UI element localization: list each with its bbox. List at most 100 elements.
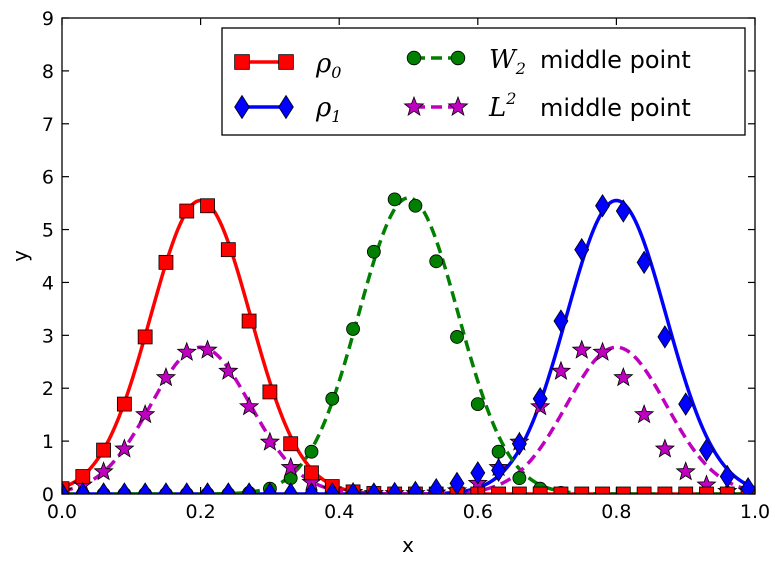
data-point-w2 <box>387 192 402 207</box>
data-point-l2 <box>613 367 634 387</box>
data-point-rho1 <box>75 482 91 494</box>
legend-marker-l2 <box>403 95 425 116</box>
data-point-rho0 <box>96 442 111 458</box>
data-point-rho0 <box>220 242 236 258</box>
data-point-l2 <box>197 339 218 359</box>
x-tick-label: 0.8 <box>601 501 631 523</box>
data-point-rho1 <box>324 482 340 494</box>
data-point-rho0 <box>491 486 506 494</box>
data-point-rho1 <box>636 250 652 275</box>
legend-marker-rho0 <box>234 54 250 70</box>
data-point-w2 <box>346 322 360 336</box>
legend-rho1-symbol: ρ <box>315 93 332 123</box>
legend-l2-symbol: L <box>488 93 506 123</box>
y-tick-label: 5 <box>42 220 54 242</box>
y-axis-label: y <box>8 250 32 262</box>
x-tick-label: 0.2 <box>185 501 215 523</box>
data-point-rho0 <box>283 436 299 452</box>
data-point-rho1 <box>574 237 590 262</box>
y-tick-label: 0 <box>42 484 54 506</box>
legend-marker-rho1 <box>234 94 250 120</box>
data-point-w2 <box>512 471 527 486</box>
y-tick-label: 7 <box>42 114 54 136</box>
data-point-l2 <box>675 461 696 481</box>
data-point-rho0 <box>678 486 694 494</box>
data-point-rho1 <box>532 387 548 411</box>
data-point-rho1 <box>345 482 361 494</box>
legend-samples <box>234 50 469 120</box>
data-point-rho0 <box>553 486 569 494</box>
data-point-rho0 <box>75 469 91 484</box>
data-point-rho0 <box>595 486 610 494</box>
x-tick-label: 1.0 <box>740 501 770 523</box>
legend-label-rho1: ρ1 <box>315 93 341 126</box>
data-point-rho0 <box>304 465 319 481</box>
legend-l2-superscript: 2 <box>505 89 516 108</box>
data-point-w2 <box>429 254 444 269</box>
data-point-rho1 <box>678 392 694 416</box>
y-tick-label: 3 <box>42 325 54 347</box>
data-point-rho0 <box>657 486 673 494</box>
y-tick-label: 2 <box>42 378 54 400</box>
data-point-rho0 <box>532 486 548 494</box>
data-point-rho1 <box>179 482 195 494</box>
x-axis-label: x <box>402 533 414 557</box>
legend-w2-subscript: 2 <box>515 59 526 78</box>
data-point-rho1 <box>96 482 112 494</box>
legend-label-w2: W2 <box>489 45 526 78</box>
data-point-rho1 <box>449 471 465 494</box>
data-point-rho1 <box>719 464 735 489</box>
data-point-w2 <box>408 198 423 213</box>
y-tick-label: 6 <box>42 167 54 189</box>
legend-marker-rho0 <box>278 54 294 70</box>
data-point-rho1 <box>657 325 673 349</box>
data-point-rho1 <box>366 482 382 494</box>
data-point-rho1 <box>595 194 611 218</box>
data-point-rho1 <box>116 482 132 494</box>
data-point-w2 <box>491 444 506 459</box>
data-point-rho0 <box>116 396 132 412</box>
legend-frame <box>221 27 746 136</box>
x-tick-label: 0.4 <box>324 501 354 523</box>
data-point-rho0 <box>200 198 215 214</box>
data-point-rho0 <box>615 486 631 494</box>
legend: ρ0 ρ1 W2 middle point L2 middle point <box>221 27 746 136</box>
data-point-l2 <box>135 404 156 424</box>
legend-w2-symbol: W <box>489 45 518 75</box>
legend-w2-text: middle point <box>540 46 691 74</box>
data-point-rho0 <box>636 486 652 494</box>
data-point-rho0 <box>511 486 527 494</box>
data-point-l2 <box>654 438 676 458</box>
legend-marker-l2 <box>447 95 469 116</box>
plot-frame <box>61 17 756 495</box>
data-point-l2 <box>571 339 592 359</box>
data-point-rho1 <box>470 461 486 485</box>
data-point-rho1 <box>491 458 507 482</box>
legend-label-rho0: ρ0 <box>315 49 341 82</box>
data-point-l2 <box>280 456 301 477</box>
data-point-l2 <box>633 404 655 424</box>
data-point-l2 <box>114 438 135 458</box>
data-point-rho0 <box>574 486 590 494</box>
data-point-w2 <box>450 330 464 344</box>
data-point-rho1 <box>553 309 569 333</box>
data-point-rho1 <box>158 482 174 494</box>
data-point-rho1 <box>62 482 70 494</box>
data-point-l2 <box>592 341 613 361</box>
data-point-rho1 <box>387 481 403 494</box>
data-point-rho1 <box>615 199 631 223</box>
data-point-rho0 <box>699 486 714 494</box>
ticks-layer: 0.0 0.2 0.4 0.6 0.8 1.0 0 1 2 3 4 5 6 7 8 9 <box>42 8 770 523</box>
data-point-w2 <box>325 391 340 406</box>
legend-rho0-subscript: 0 <box>331 63 341 82</box>
data-point-rho1 <box>740 476 755 494</box>
data-point-l2 <box>155 367 177 387</box>
legend-l2-text: middle point <box>540 94 691 122</box>
legend-marker-rho1 <box>278 94 294 120</box>
data-point-rho1 <box>200 482 216 494</box>
x-tick-label: 0.0 <box>47 501 77 523</box>
data-point-l2 <box>238 396 260 416</box>
x-tick-label: 0.6 <box>463 501 493 523</box>
data-point-rho1 <box>428 478 444 494</box>
